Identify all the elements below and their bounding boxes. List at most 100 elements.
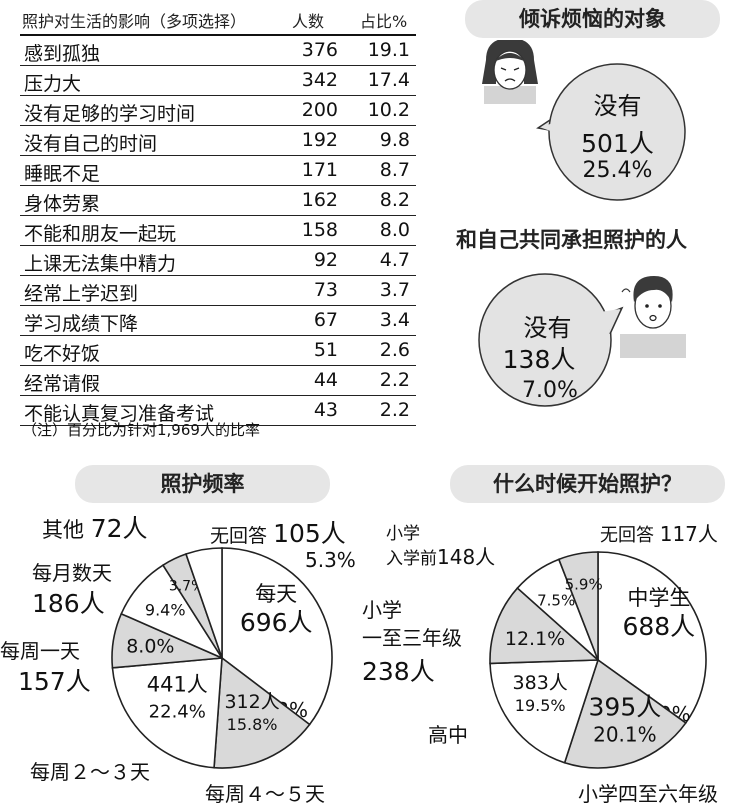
table-header: 照护对生活的影响（多项选择） 人数 占比% (20, 4, 416, 34)
freq-weekly1-label: 每周一天 (0, 639, 80, 663)
share-count: 138人 (502, 345, 576, 374)
table-row: 身体劳累 162 8.2 (20, 185, 416, 215)
share-graphic (478, 273, 686, 407)
slice-label-3-0: 8.0% (126, 635, 174, 657)
row-pct: 2.2 (379, 369, 410, 391)
start-noanswer-label: 无回答 117人 (600, 522, 718, 546)
slice-label-4-0: 9.4% (145, 600, 186, 619)
freq-monthly-label: 每月数天 (32, 561, 112, 585)
confide-graphic (482, 40, 686, 201)
effects-table: 照护对生活的影响（多项选择） 人数 占比% 感到孤独 376 19.1 压力大 342 1… (20, 4, 416, 426)
slice-label-3-0: 12.1% (505, 628, 565, 650)
row-pct: 17.4 (367, 69, 410, 91)
slice-label-1-0: 395人 (589, 693, 662, 722)
freq-weekly1-count: 157人 (18, 667, 91, 696)
row-item: 上课无法集中精力 (24, 253, 177, 275)
slice-label-1-0: 312人 (224, 691, 279, 713)
row-count: 67 (313, 309, 338, 331)
row-count: 44 (313, 369, 338, 391)
row-item: 没有足够的学习时间 (24, 103, 196, 125)
row-pct: 8.0 (379, 219, 410, 241)
row-pct: 19.1 (367, 39, 410, 61)
table-row: 不能认真复习准备考试 43 2.2 (20, 395, 416, 425)
pie-slice-0 (597, 551, 707, 725)
row-count: 158 (301, 219, 338, 241)
confide-title: 倾诉烦恼的对象 (465, 0, 720, 38)
slice-label-0-1: 688人 (622, 612, 695, 641)
slice-label-5-0: 5.9% (565, 576, 603, 594)
pie-slice-2 (111, 657, 223, 769)
table-row: 经常请假 44 2.2 (20, 365, 416, 395)
table-note: （注）百分比为针对1,969人的比率 (22, 421, 260, 439)
slice-label-0-1: 696人 (240, 608, 313, 637)
table-row: 没有自己的时间 192 9.8 (20, 125, 416, 155)
pie-slice-1 (563, 658, 687, 769)
table-row: 吃不好饭 51 2.6 (20, 335, 416, 365)
slice-label-0-0: 每天 (255, 582, 297, 606)
row-count: 51 (313, 339, 338, 361)
row-item: 没有自己的时间 (24, 133, 158, 155)
row-pct: 4.7 (379, 249, 410, 271)
start-grade13-label-b: 一至三年级 (362, 626, 462, 650)
row-pct: 10.2 (367, 99, 410, 121)
row-count: 192 (301, 129, 338, 151)
header-item: 照护对生活的影响（多项选择） (22, 12, 247, 31)
confide-bubble (536, 63, 686, 201)
slice-label-2-1: 22.4% (149, 702, 206, 723)
start-grade46-label: 小学四至六年级 (578, 782, 718, 806)
table-row: 上课无法集中精力 92 4.7 (20, 245, 416, 275)
slice-label-2-0: 383人 (513, 672, 568, 694)
row-count: 162 (301, 189, 338, 211)
share-bubble (478, 273, 624, 407)
row-count: 43 (313, 399, 338, 421)
row-pct: 8.2 (379, 189, 410, 211)
freq-other-label: 其他 72人 (42, 514, 148, 543)
start-title: 什么时候开始照护？ (450, 465, 725, 503)
table-body: 感到孤独 376 19.1 压力大 342 17.4 没有足够的学习时间 200 10.2 没有自… (20, 34, 416, 425)
table-row: 不能和朋友一起玩 158 8.0 (20, 215, 416, 245)
row-pct: 2.2 (379, 399, 410, 421)
row-item: 睡眠不足 (24, 163, 101, 185)
row-item: 吃不好饭 (24, 343, 101, 365)
table-row: 压力大 342 17.4 (20, 65, 416, 95)
row-item: 经常请假 (24, 373, 101, 395)
confide-pct: 25.4% (582, 158, 653, 183)
table-bottom-rule (20, 425, 416, 426)
slice-label-0-0: 中学生 (627, 586, 690, 610)
pie-slice-1 (213, 656, 311, 769)
start-grade13-count: 238人 (362, 657, 435, 686)
freq-noanswer-label: 无回答 105人 (210, 519, 346, 548)
row-count: 92 (313, 249, 338, 271)
slice-label-4-0: 7.5% (537, 592, 575, 610)
freq-monthly-count: 186人 (32, 589, 105, 618)
header-count: 人数 (292, 12, 325, 31)
row-item: 感到孤独 (24, 43, 101, 65)
start-preschool-label: 入学前148人 (386, 545, 496, 569)
row-item: 不能认真复习准备考试 (24, 403, 215, 425)
table-row: 感到孤独 376 19.1 (20, 34, 416, 65)
sad-girl-icon (482, 40, 538, 104)
freq-weekly23-label: 每周２～３天 (30, 760, 150, 784)
row-item: 不能和朋友一起玩 (24, 223, 177, 245)
slice-label-2-0: 441人 (147, 673, 208, 697)
pie-slice-2 (489, 659, 600, 764)
freq-noanswer-pct: 5.3% (305, 548, 356, 572)
header-pct: 占比% (360, 12, 408, 31)
row-count: 376 (301, 39, 338, 61)
pie-slice-3 (489, 586, 601, 665)
row-item: 压力大 (24, 73, 82, 95)
worried-boy-icon (620, 276, 686, 358)
row-pct: 2.6 (379, 339, 410, 361)
pie-slice-5 (557, 551, 599, 661)
confide-count: 501人 (581, 129, 654, 158)
freq-title: 照护频率 (75, 465, 330, 503)
confide-answer: 没有 (593, 92, 642, 120)
row-pct: 3.7 (379, 279, 410, 301)
row-item: 学习成绩下降 (24, 313, 139, 335)
start-highschool-label: 高中 (428, 723, 468, 747)
pie-slice-0 (221, 547, 333, 726)
row-count: 73 (313, 279, 338, 301)
slice-label-1-1: 15.8% (227, 715, 278, 734)
